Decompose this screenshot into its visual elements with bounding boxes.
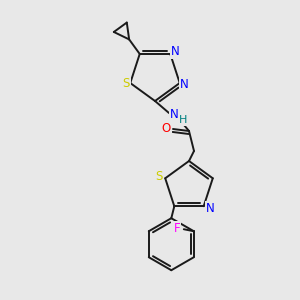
Text: F: F <box>173 222 180 235</box>
Text: O: O <box>161 122 171 134</box>
Text: S: S <box>155 170 163 183</box>
Text: N: N <box>206 202 215 215</box>
Text: S: S <box>123 76 130 89</box>
Text: H: H <box>179 115 187 125</box>
Text: N: N <box>169 109 178 122</box>
Text: N: N <box>171 46 180 59</box>
Text: N: N <box>180 77 189 91</box>
